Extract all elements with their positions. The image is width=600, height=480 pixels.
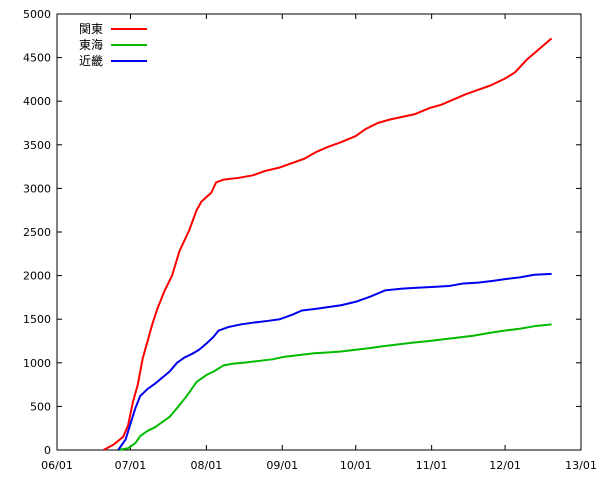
y-tick-label: 1000 <box>23 357 51 370</box>
y-tick-label: 4000 <box>23 95 51 108</box>
x-tick-label: 12/01 <box>489 459 521 472</box>
y-tick-label: 500 <box>30 400 51 413</box>
series-layer <box>103 37 553 451</box>
legend-label: 関東 <box>79 22 103 36</box>
y-tick-label: 4500 <box>23 52 51 65</box>
y-tick-label: 1500 <box>23 313 51 326</box>
series-line-2 <box>117 272 552 451</box>
x-tick-label: 11/01 <box>416 459 448 472</box>
y-tick-label: 2500 <box>23 226 51 239</box>
y-axis: 0 500 1000 1500 2000 2500 3000 3500 4000 4500 5000 <box>23 8 581 457</box>
x-tick-label: 08/01 <box>191 459 223 472</box>
x-axis: 06/01 07/01 08/01 09/01 10/01 11/01 12/01 13/01 <box>41 14 597 472</box>
x-tick-label: 06/01 <box>41 459 73 472</box>
x-tick-label: 10/01 <box>340 459 372 472</box>
y-tick-label: 3500 <box>23 139 51 152</box>
y-tick-label: 0 <box>44 444 51 457</box>
series-line-1 <box>118 323 552 451</box>
y-tick-label: 2000 <box>23 270 51 283</box>
x-tick-label: 07/01 <box>115 459 147 472</box>
y-tick-label: 5000 <box>23 8 51 21</box>
x-tick-label: 13/01 <box>565 459 597 472</box>
legend-label: 近畿 <box>79 54 103 68</box>
y-tick-label: 3000 <box>23 182 51 195</box>
legend-label: 東海 <box>79 37 103 52</box>
x-tick-label: 09/01 <box>266 459 298 472</box>
series-line-0 <box>103 37 553 451</box>
